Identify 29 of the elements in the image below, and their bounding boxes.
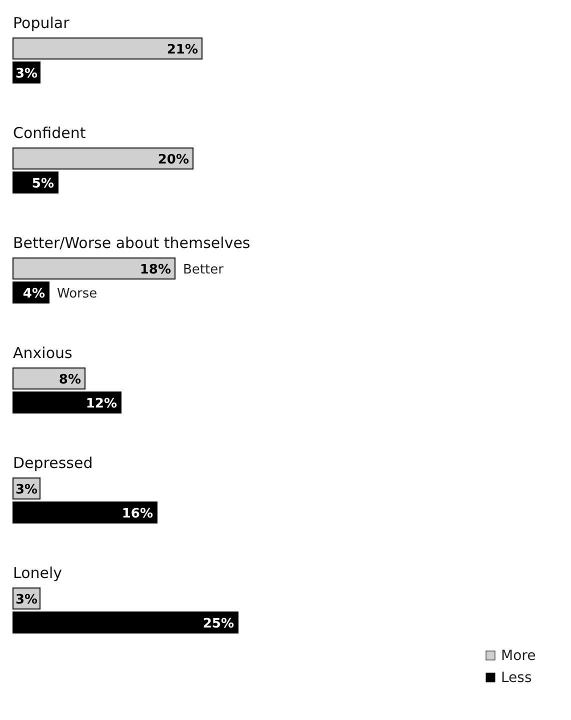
data-label: 25% xyxy=(202,616,234,632)
bar xyxy=(12,392,122,414)
bar xyxy=(12,38,202,60)
y-tick-label: Popular xyxy=(13,14,70,32)
data-label: 3% xyxy=(15,66,38,82)
bar xyxy=(12,148,194,170)
y-tick-label: Better/Worse about themselves xyxy=(13,234,250,252)
data-label: 5% xyxy=(32,176,54,192)
legend-label: More xyxy=(501,648,536,664)
data-label: 3% xyxy=(15,482,38,498)
bar xyxy=(12,612,238,634)
data-label: 21% xyxy=(166,42,198,58)
data-label: 18% xyxy=(140,262,171,278)
data-label: 16% xyxy=(122,506,153,522)
y-tick-label: Lonely xyxy=(13,564,62,582)
y-tick-label: Depressed xyxy=(13,454,93,472)
bar xyxy=(12,258,176,280)
data-label: 8% xyxy=(58,372,81,388)
annotation: Worse xyxy=(57,286,98,302)
legend-label: Less xyxy=(501,670,532,686)
y-tick-label: Anxious xyxy=(13,344,72,362)
bar xyxy=(12,368,86,390)
bar xyxy=(12,502,158,524)
data-label: 12% xyxy=(86,396,117,412)
y-tick-label: Confident xyxy=(13,124,86,142)
data-label: 20% xyxy=(158,152,189,168)
data-label: 3% xyxy=(15,592,38,608)
data-label: 4% xyxy=(22,286,45,302)
annotation: Better xyxy=(183,262,224,278)
